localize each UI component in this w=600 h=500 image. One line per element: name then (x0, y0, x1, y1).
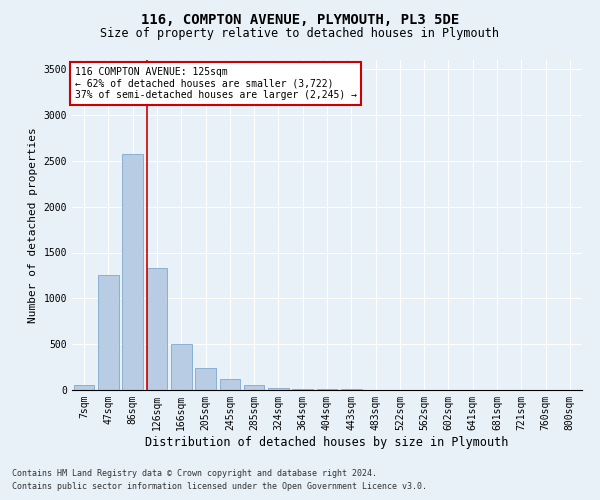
Text: 116 COMPTON AVENUE: 125sqm
← 62% of detached houses are smaller (3,722)
37% of s: 116 COMPTON AVENUE: 125sqm ← 62% of deta… (74, 66, 356, 100)
Text: Size of property relative to detached houses in Plymouth: Size of property relative to detached ho… (101, 28, 499, 40)
Bar (268, 388, 289, 390)
Bar (171, 344, 191, 390)
X-axis label: Distribution of detached houses by size in Plymouth: Distribution of detached houses by size … (145, 436, 509, 448)
Bar (146, 268, 167, 390)
Text: Contains public sector information licensed under the Open Government Licence v3: Contains public sector information licen… (12, 482, 427, 491)
Bar (317, 389, 337, 390)
Bar (244, 385, 265, 390)
Bar (220, 379, 240, 390)
Bar (292, 388, 313, 390)
Bar (195, 368, 216, 390)
Bar (122, 154, 143, 390)
Bar (74, 385, 94, 390)
Bar (98, 276, 119, 390)
Text: Contains HM Land Registry data © Crown copyright and database right 2024.: Contains HM Land Registry data © Crown c… (12, 468, 377, 477)
Text: 116, COMPTON AVENUE, PLYMOUTH, PL3 5DE: 116, COMPTON AVENUE, PLYMOUTH, PL3 5DE (141, 12, 459, 26)
Y-axis label: Number of detached properties: Number of detached properties (28, 127, 38, 323)
